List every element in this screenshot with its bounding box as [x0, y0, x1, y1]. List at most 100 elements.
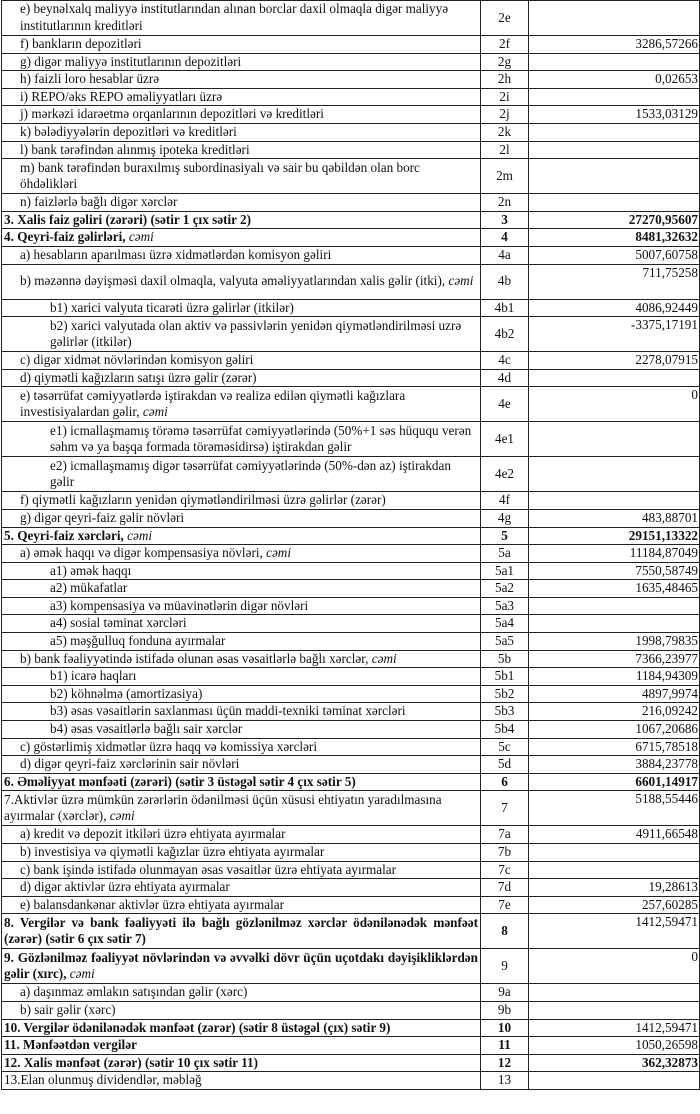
row-label-cell: b) məzənnə dəyişməsi daxil olmaqla, valy…	[1, 263, 481, 300]
row-label: h) faizli loro hesablar üzrə	[20, 71, 160, 87]
row-label-cell: a3) kompensasiya və müavinətlərin digər …	[1, 596, 481, 616]
row-code: 4a	[480, 245, 529, 265]
table-row: a1) əmək haqqı 5a1 7550,58749	[1, 561, 700, 581]
row-value	[528, 614, 700, 634]
table-row: a) hesabların aparılması üzrə xidmətlərd…	[1, 245, 700, 265]
row-value: 7550,58749	[528, 561, 700, 581]
row-code: 4e1	[480, 421, 529, 458]
row-value	[528, 860, 700, 880]
row-label: b) məzənnə dəyişməsi daxil olmaqla, valy…	[20, 273, 446, 289]
row-label: c) digər xidmət növlərindən komisyon gəl…	[20, 352, 254, 368]
row-label-cell: a) hesabların aparılması üzrə xidmətlərd…	[1, 245, 481, 265]
row-label-total-marker: cəmi	[448, 273, 474, 289]
row-label: b) sair gəlir (xərc)	[20, 1001, 116, 1017]
row-label: a5) məşğulluq fonduna ayırmalar	[50, 633, 226, 649]
income-statement-table: e) beynəlxalq maliyyə institutlarından a…	[1, 0, 700, 1090]
row-code: 9	[480, 948, 529, 985]
row-value: 362,32873	[528, 1053, 700, 1073]
table-row: 9. Gözlənilməz fəaliyyət növlərindən və …	[1, 948, 700, 985]
row-code: 5a2	[480, 579, 529, 598]
row-label: 5. Qeyri-faiz xərcləri,	[4, 527, 124, 543]
row-code: 2h	[480, 70, 529, 89]
row-label-cell: g) digər qeyri-faiz gəlir növləri	[1, 508, 481, 528]
row-label: a) hesabların aparılması üzrə xidmətlərd…	[20, 246, 332, 262]
row-value	[528, 456, 700, 493]
row-value	[528, 1000, 700, 1020]
row-value: 11184,87049	[528, 544, 700, 563]
row-code: 5a	[480, 544, 529, 563]
row-label-cell: b) sair gəlir (xərc)	[1, 1000, 481, 1020]
row-value: 2278,07915	[528, 351, 700, 370]
row-label: 10. Vergilər ödənilənədək mənfəət (zərər…	[4, 1019, 391, 1035]
row-label-cell: 9. Gözlənilməz fəaliyyət növlərindən və …	[1, 948, 481, 985]
row-label-cell: b) bank fəaliyyətində istifadə olunan əs…	[1, 649, 481, 669]
row-label-cell: c) göstərlimiş xidmətlər üzrə haqq və ko…	[1, 737, 481, 757]
row-label: a) əmək haqqı və digər kompensasiya növl…	[20, 545, 263, 561]
row-code: 5	[480, 526, 529, 546]
row-code: 12	[480, 1053, 529, 1073]
row-label: a1) əmək haqqı	[50, 562, 132, 578]
table-row: g) digər qeyri-faiz gəlir növləri 4g 483,8…	[1, 508, 700, 528]
row-code: 5c	[480, 737, 529, 757]
row-label-cell: n) faizlərlə bağlı digər xərclər	[1, 193, 481, 212]
row-label-total-marker: cəmi	[142, 404, 168, 420]
row-code: 2m	[480, 158, 529, 195]
row-label-cell: 4. Qeyri-faiz gəlirləri, cəmi	[1, 228, 481, 247]
row-label-cell: a1) əmək haqqı	[1, 561, 481, 581]
table-row: b) məzənnə dəyişməsi daxil olmaqla, valy…	[1, 263, 700, 300]
row-code: 4b2	[480, 316, 529, 353]
row-code: 2l	[480, 140, 529, 160]
row-value: 5007,60758	[528, 245, 700, 265]
row-value: 7366,23977	[528, 649, 700, 669]
row-label: a) daşınmaz əmlakın satışından gəlir (xə…	[20, 984, 248, 1000]
row-code: 7b	[480, 843, 529, 862]
row-value: 1184,94309	[528, 667, 700, 686]
row-label: k) bələdiyyələrin depozitləri və kreditl…	[20, 123, 237, 139]
row-value: 19,28613	[528, 878, 700, 897]
row-label-cell: 8. Vergilər və bank fəaliyyəti ilə bağlı…	[1, 913, 481, 950]
row-label-cell: k) bələdiyyələrin depozitləri və kreditl…	[1, 122, 481, 142]
row-label: c) bank işində istifadə olunmayan əsas v…	[20, 861, 397, 877]
row-label: b2) köhnəlmə (amortizasiya)	[50, 685, 203, 701]
row-code: 4c	[480, 351, 529, 370]
table-row: 13.Elan olunmuş dividendlər, məbləğ 13	[1, 1071, 700, 1090]
row-code: 4f	[480, 491, 529, 510]
row-value: 257,60285	[528, 895, 700, 915]
row-label-cell: 3. Xalis faiz gəliri (zərəri) (sətir 1 ç…	[1, 210, 481, 230]
row-value: 1998,79835	[528, 632, 700, 651]
table-row: l) bank tərəfindən alınmış ipoteka kredi…	[1, 140, 700, 160]
row-code: 5d	[480, 755, 529, 774]
table-row: a) əmək haqqı və digər kompensasiya növl…	[1, 544, 700, 563]
row-label: e) beynəlxalq maliyyə institutlarından a…	[20, 1, 449, 33]
table-row: j) mərkəzi idarəetmə orqanlarının depozi…	[1, 105, 700, 124]
row-label-cell: a2) mükafatlar	[1, 579, 481, 598]
row-code: 5b2	[480, 684, 529, 704]
row-value: 0	[528, 948, 700, 985]
table-row: c) bank işində istifadə olunmayan əsas v…	[1, 860, 700, 880]
table-row: b1) icarə haqları 5b1 1184,94309	[1, 667, 700, 686]
row-value: 6715,78518	[528, 737, 700, 757]
row-label-cell: a5) məşğulluq fonduna ayırmalar	[1, 632, 481, 651]
row-label-cell: 5. Qeyri-faiz xərcləri, cəmi	[1, 526, 481, 546]
table-row: a5) məşğulluq fonduna ayırmalar 5a5 1998,7…	[1, 632, 700, 651]
row-label-cell: b2) köhnəlmə (amortizasiya)	[1, 684, 481, 704]
row-code: 7d	[480, 878, 529, 897]
row-value: 4911,66548	[528, 825, 700, 844]
row-value	[528, 421, 700, 458]
table-row: b) sair gəlir (xərc) 9b	[1, 1000, 700, 1020]
row-label-cell: b4) əsas vəsaitlərlə bağlı sair xərclər	[1, 720, 481, 739]
row-label: e1) icmallaşmamış törəmə təsərrüfat cəmi…	[50, 422, 472, 455]
row-value: 5188,55446	[528, 790, 700, 827]
row-code: 5a1	[480, 561, 529, 581]
table-row: 11. Mənfəətdən vergilər 11 1050,26598	[1, 1036, 700, 1055]
row-code: 9b	[480, 1000, 529, 1020]
row-label: i) REPO/əks REPO əməliyyatları üzrə	[20, 88, 223, 104]
row-label-cell: 13.Elan olunmuş dividendlər, məbləğ	[1, 1071, 481, 1090]
row-label: d) digər aktivlər üzrə ehtiyata ayırmala…	[20, 879, 230, 895]
row-value	[528, 193, 700, 212]
row-value: 711,75258	[528, 263, 700, 300]
table-row: i) REPO/əks REPO əməliyyatları üzrə 2i	[1, 87, 700, 107]
table-row: e) beynəlxalq maliyyə institutlarından a…	[1, 0, 700, 36]
row-value: 483,88701	[528, 508, 700, 528]
row-value: 1412,59471	[528, 1018, 700, 1038]
